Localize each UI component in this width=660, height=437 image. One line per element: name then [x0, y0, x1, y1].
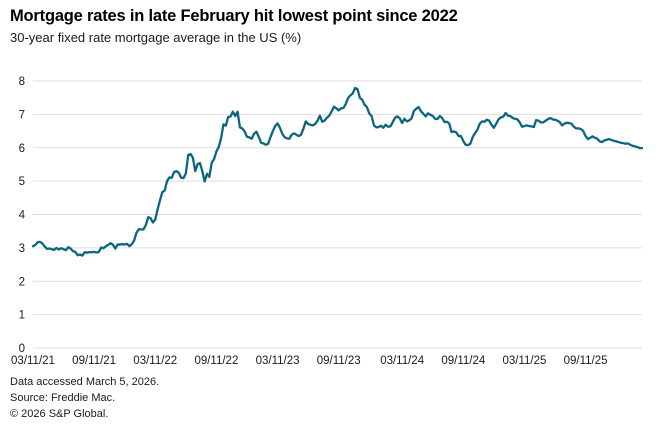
x-axis-tick-label: 09/11/22: [194, 355, 238, 367]
x-axis-tick-label: 03/11/21: [11, 355, 55, 367]
y-axis-tick-label: 3: [19, 243, 25, 255]
y-axis-tick-label: 5: [19, 176, 25, 188]
y-axis-tick-label: 4: [19, 210, 26, 222]
y-axis-tick-label: 6: [19, 143, 25, 155]
x-axis-tick-label: 03/11/25: [502, 355, 546, 367]
y-axis-tick-label: 1: [19, 310, 25, 322]
x-axis-tick-label: 09/11/25: [564, 355, 608, 367]
footer-source: Source: Freddie Mac.: [10, 392, 116, 404]
x-axis-tick-label: 03/11/24: [380, 355, 425, 367]
chart-subtitle: 30-year fixed rate mortgage average in t…: [10, 30, 302, 45]
x-axis-tick-label: 03/11/22: [133, 355, 177, 367]
y-axis-tick-label: 2: [19, 276, 25, 288]
x-axis-tick-label: 09/11/21: [72, 355, 116, 367]
y-axis-tick-label: 0: [19, 343, 25, 355]
y-axis-tick-label: 7: [19, 109, 25, 121]
page-title: Mortgage rates in late February hit lowe…: [10, 7, 458, 25]
y-axis-tick-label: 8: [19, 76, 25, 88]
footer-copyright: © 2026 S&P Global.: [10, 408, 109, 420]
footer-data-accessed: Data accessed March 5, 2026.: [10, 376, 160, 388]
chart-footer: Data accessed March 5, 2026. Source: Fre…: [10, 374, 159, 422]
x-axis-tick-label: 09/11/24: [441, 355, 486, 367]
x-axis-tick-label: 03/11/23: [256, 355, 300, 367]
x-axis-tick-label: 09/11/23: [317, 355, 361, 367]
mortgage-rate-line: [31, 86, 644, 257]
